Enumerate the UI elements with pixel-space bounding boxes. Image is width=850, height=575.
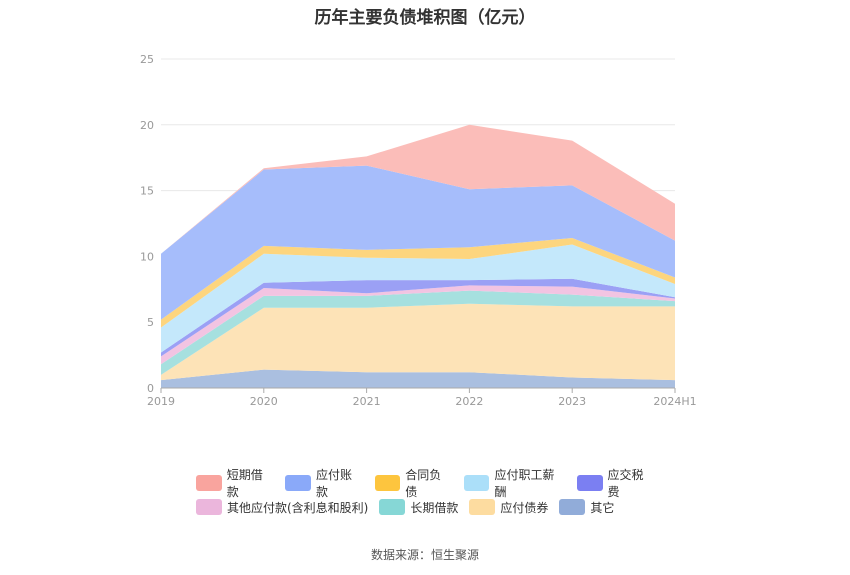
data-source: 数据来源：恒生聚源: [370, 548, 479, 562]
legend-item[interactable]: 其它: [559, 499, 614, 516]
legend-label: 应付债券: [500, 500, 549, 515]
legend-row: 短期借款 应付账款 合同负债 应付职工薪酬 应交税费: [196, 468, 666, 499]
legend-swatch: [379, 499, 406, 515]
legend-item[interactable]: 短期借款: [196, 466, 274, 500]
y-tick-label: 5: [147, 316, 154, 329]
x-tick-label: 2022: [455, 395, 483, 408]
x-tick-label: 2019: [147, 395, 175, 408]
area-其他应付款(含利息和股利): [161, 285, 675, 365]
legend-swatch: [559, 499, 586, 515]
area-应付职工薪酬: [161, 244, 675, 353]
legend-item[interactable]: 合同负债: [374, 466, 453, 500]
legend-label: 其它: [590, 500, 615, 515]
legend-label: 短期借款: [226, 468, 263, 499]
legend-swatch: [463, 475, 490, 491]
legend-label: 其他应付款(含利息和股利): [227, 500, 369, 515]
area-其它: [161, 369, 675, 388]
legend-swatch: [576, 475, 603, 491]
area-应付债券: [161, 303, 675, 381]
legend-swatch: [285, 475, 311, 491]
legend-item[interactable]: 应付债券: [469, 499, 548, 516]
legend-item[interactable]: 应付职工薪酬: [463, 466, 566, 500]
y-tick-label: 25: [140, 53, 154, 66]
legend-item[interactable]: 长期借款: [379, 499, 458, 516]
area-合同负债: [161, 237, 675, 328]
legend-item[interactable]: 应交税费: [576, 466, 655, 500]
legend-item[interactable]: 其他应付款(含利息和股利): [196, 499, 368, 516]
y-tick-label: 20: [140, 119, 154, 132]
legend-swatch: [374, 475, 401, 491]
legend-swatch: [196, 499, 222, 515]
legend-label: 合同负债: [405, 468, 442, 499]
axes: 0 5 10 15 20 25 2019 2020 2021 2022 2023 2024H1: [140, 53, 697, 408]
legend-label: 应付账款: [315, 468, 352, 499]
x-tick-label: 2020: [250, 395, 278, 408]
area-series: [161, 124, 675, 388]
legend-label: 应付职工薪酬: [494, 468, 555, 499]
x-tick-label: 2024H1: [653, 395, 696, 408]
y-tick-label: 15: [140, 185, 154, 198]
chart-title: 历年主要负债堆积图（亿元）: [314, 8, 536, 28]
legend-label: 长期借款: [410, 500, 459, 515]
legend-item[interactable]: 应付账款: [285, 466, 363, 500]
y-tick-label: 10: [140, 250, 154, 263]
area-应付账款: [161, 165, 675, 320]
legend: 短期借款 应付账款 合同负债 应付职工薪酬 应交税费 其他应付款(含利息和股利) 长期借款…: [196, 468, 666, 520]
x-tick-label: 2023: [558, 395, 586, 408]
area-短期借款: [161, 124, 675, 254]
x-tick-label: 2021: [353, 395, 381, 408]
legend-row: 其他应付款(含利息和股利) 长期借款 应付债券 其它: [196, 496, 666, 518]
area-长期借款: [161, 290, 675, 375]
legend-swatch: [196, 475, 222, 491]
legend-label: 应交税费: [607, 468, 644, 499]
y-tick-label: 0: [147, 382, 154, 395]
legend-swatch: [469, 499, 496, 515]
